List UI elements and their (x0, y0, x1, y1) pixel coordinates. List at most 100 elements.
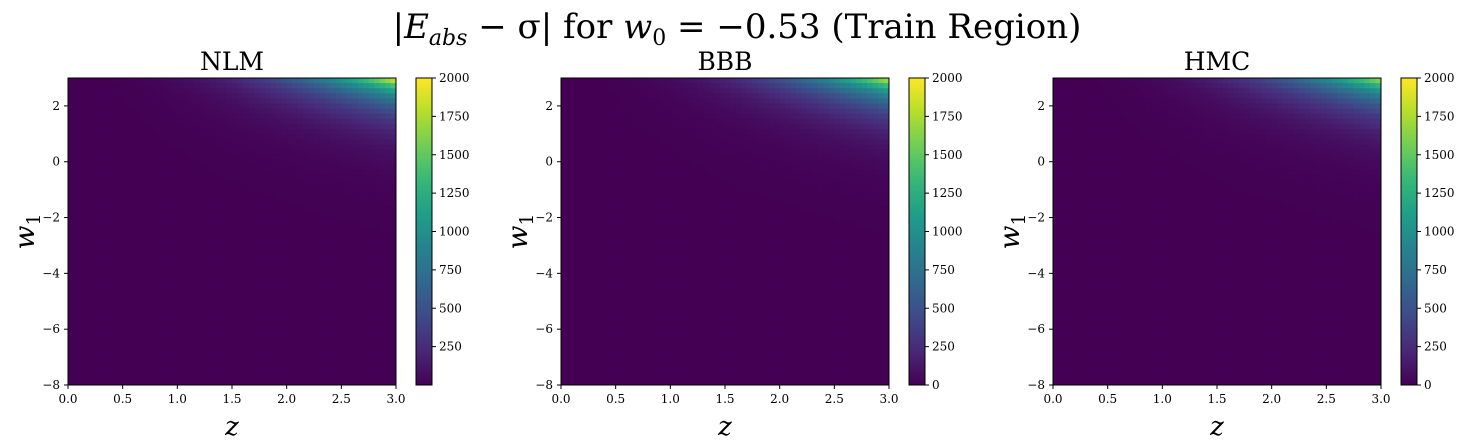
heatmap-cell (292, 257, 298, 263)
heatmap-cell (319, 349, 325, 355)
heatmap-cell (769, 83, 775, 89)
heatmap-cell (632, 93, 638, 99)
heatmap-cell (210, 114, 216, 120)
heatmap-cell (725, 88, 731, 94)
heatmap-cell (834, 119, 840, 125)
heatmap-cell (79, 313, 85, 319)
heatmap-cell (172, 216, 178, 222)
heatmap-cell (363, 78, 369, 84)
heatmap-cell (687, 114, 693, 120)
heatmap-cell (692, 104, 698, 110)
heatmap-cell (654, 170, 660, 176)
heatmap-cell (298, 267, 304, 273)
heatmap-cell (878, 88, 884, 94)
heatmap-cell (237, 262, 243, 268)
heatmap-cell (330, 109, 336, 115)
heatmap-cell (303, 370, 309, 376)
heatmap-cell (259, 180, 265, 186)
heatmap-cell (106, 344, 112, 350)
heatmap-cell (747, 124, 753, 130)
heatmap-cell (112, 175, 118, 181)
heatmap-cell (802, 160, 808, 166)
heatmap-cell (259, 272, 265, 278)
heatmap-cell (221, 303, 227, 309)
heatmap-cell (720, 150, 726, 156)
heatmap-cell (385, 237, 391, 243)
heatmap-cell (155, 334, 161, 340)
heatmap-cell (199, 211, 205, 217)
heatmap-cell (287, 272, 293, 278)
heatmap-cell (95, 175, 101, 181)
heatmap-cell (330, 83, 336, 89)
heatmap-cell (232, 150, 238, 156)
heatmap-cell (73, 139, 79, 145)
heatmap-cell (303, 104, 309, 110)
heatmap-cell (150, 78, 156, 84)
heatmap-cell (566, 83, 572, 89)
heatmap-cell (709, 88, 715, 94)
heatmap-cell (210, 288, 216, 294)
heatmap-cell (270, 124, 276, 130)
heatmap-cell (309, 201, 315, 207)
heatmap-cell (243, 88, 249, 94)
heatmap-cell (95, 272, 101, 278)
heatmap-cell (106, 155, 112, 161)
heatmap-cell (659, 175, 665, 181)
heatmap-cell (867, 185, 873, 191)
heatmap-cell (610, 155, 616, 161)
heatmap-cell (380, 104, 386, 110)
heatmap-cell (369, 196, 375, 202)
heatmap-cell (145, 262, 151, 268)
heatmap-cell (363, 288, 369, 294)
heatmap-cell (561, 139, 567, 145)
heatmap-cell (298, 104, 304, 110)
heatmap-cell (358, 257, 364, 263)
heatmap-cell (665, 155, 671, 161)
heatmap-cell (150, 216, 156, 222)
heatmap-cell (330, 88, 336, 94)
heatmap-cell (177, 150, 183, 156)
heatmap-cell (259, 206, 265, 212)
heatmap-cell (188, 175, 194, 181)
heatmap-cell (845, 134, 851, 140)
heatmap-cell (117, 298, 123, 304)
heatmap-cell (648, 114, 654, 120)
heatmap-cell (232, 139, 238, 145)
heatmap-cell (259, 119, 265, 125)
heatmap-cell (867, 155, 873, 161)
heatmap-cell (352, 293, 358, 299)
heatmap-cell (90, 288, 96, 294)
heatmap-cell (369, 359, 375, 365)
heatmap-cell (583, 134, 589, 140)
heatmap-cell (73, 134, 79, 140)
heatmap-cell (374, 288, 380, 294)
heatmap-cell (303, 109, 309, 115)
heatmap-cell (145, 237, 151, 243)
heatmap-cell (145, 329, 151, 335)
heatmap-cell (720, 175, 726, 181)
heatmap-cell (139, 83, 145, 89)
heatmap-cell (90, 370, 96, 376)
heatmap-cell (287, 293, 293, 299)
heatmap-cell (309, 196, 315, 202)
heatmap-cell (199, 221, 205, 227)
heatmap-cell (791, 145, 797, 151)
heatmap-cell (369, 139, 375, 145)
heatmap-cell (150, 242, 156, 248)
heatmap-cell (845, 175, 851, 181)
heatmap-cell (352, 185, 358, 191)
heatmap-cell (616, 78, 622, 84)
heatmap-cell (265, 104, 271, 110)
heatmap-cell (139, 175, 145, 181)
suptitle-region: (Train Region) (821, 7, 1082, 47)
heatmap-cell (730, 93, 736, 99)
heatmap-cell (802, 83, 808, 89)
heatmap-cell (177, 247, 183, 253)
heatmap-cell (747, 175, 753, 181)
heatmap-cell (287, 134, 293, 140)
heatmap-cell (752, 134, 758, 140)
heatmap-cell (90, 303, 96, 309)
heatmap-cell (145, 365, 151, 371)
heatmap-cell (319, 145, 325, 151)
heatmap-cell (259, 129, 265, 135)
